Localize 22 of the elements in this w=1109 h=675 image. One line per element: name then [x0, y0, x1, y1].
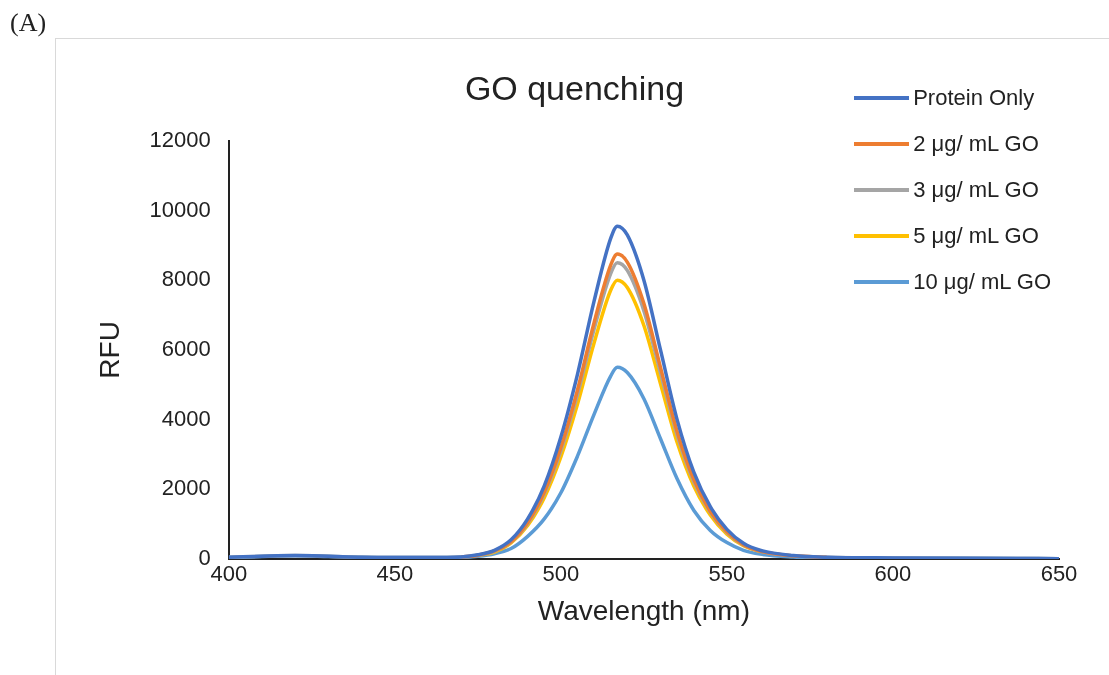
- legend-label: Protein Only: [913, 85, 1035, 111]
- chart-title: GO quenching: [464, 68, 685, 107]
- y-tick-label: 8000: [161, 266, 211, 292]
- y-tick-label: 12000: [149, 126, 211, 152]
- x-tick-label: 400: [210, 561, 248, 587]
- y-tick-label: 6000: [161, 335, 211, 361]
- x-tick-label: 500: [542, 561, 580, 587]
- x-tick-label: 550: [708, 561, 746, 587]
- x-tick-label: 600: [874, 561, 912, 587]
- y-axis-title: RFU: [93, 321, 125, 379]
- y-tick-label: 2000: [161, 475, 211, 501]
- legend-label: 5 μg/ mL GO: [913, 223, 1039, 249]
- legend-label: 10 μg/ mL GO: [913, 269, 1051, 295]
- x-tick-label: 450: [376, 561, 414, 587]
- legend-label: 3 μg/ mL GO: [913, 177, 1039, 203]
- x-axis-title: Wavelength (nm): [537, 594, 750, 626]
- y-tick-label: 0: [198, 545, 211, 571]
- legend-label: 2 μg/ mL GO: [913, 131, 1039, 157]
- y-tick-label: 10000: [149, 196, 211, 222]
- y-tick-label: 4000: [161, 405, 211, 431]
- x-tick-label: 650: [1040, 561, 1078, 587]
- text: (A): [10, 8, 47, 38]
